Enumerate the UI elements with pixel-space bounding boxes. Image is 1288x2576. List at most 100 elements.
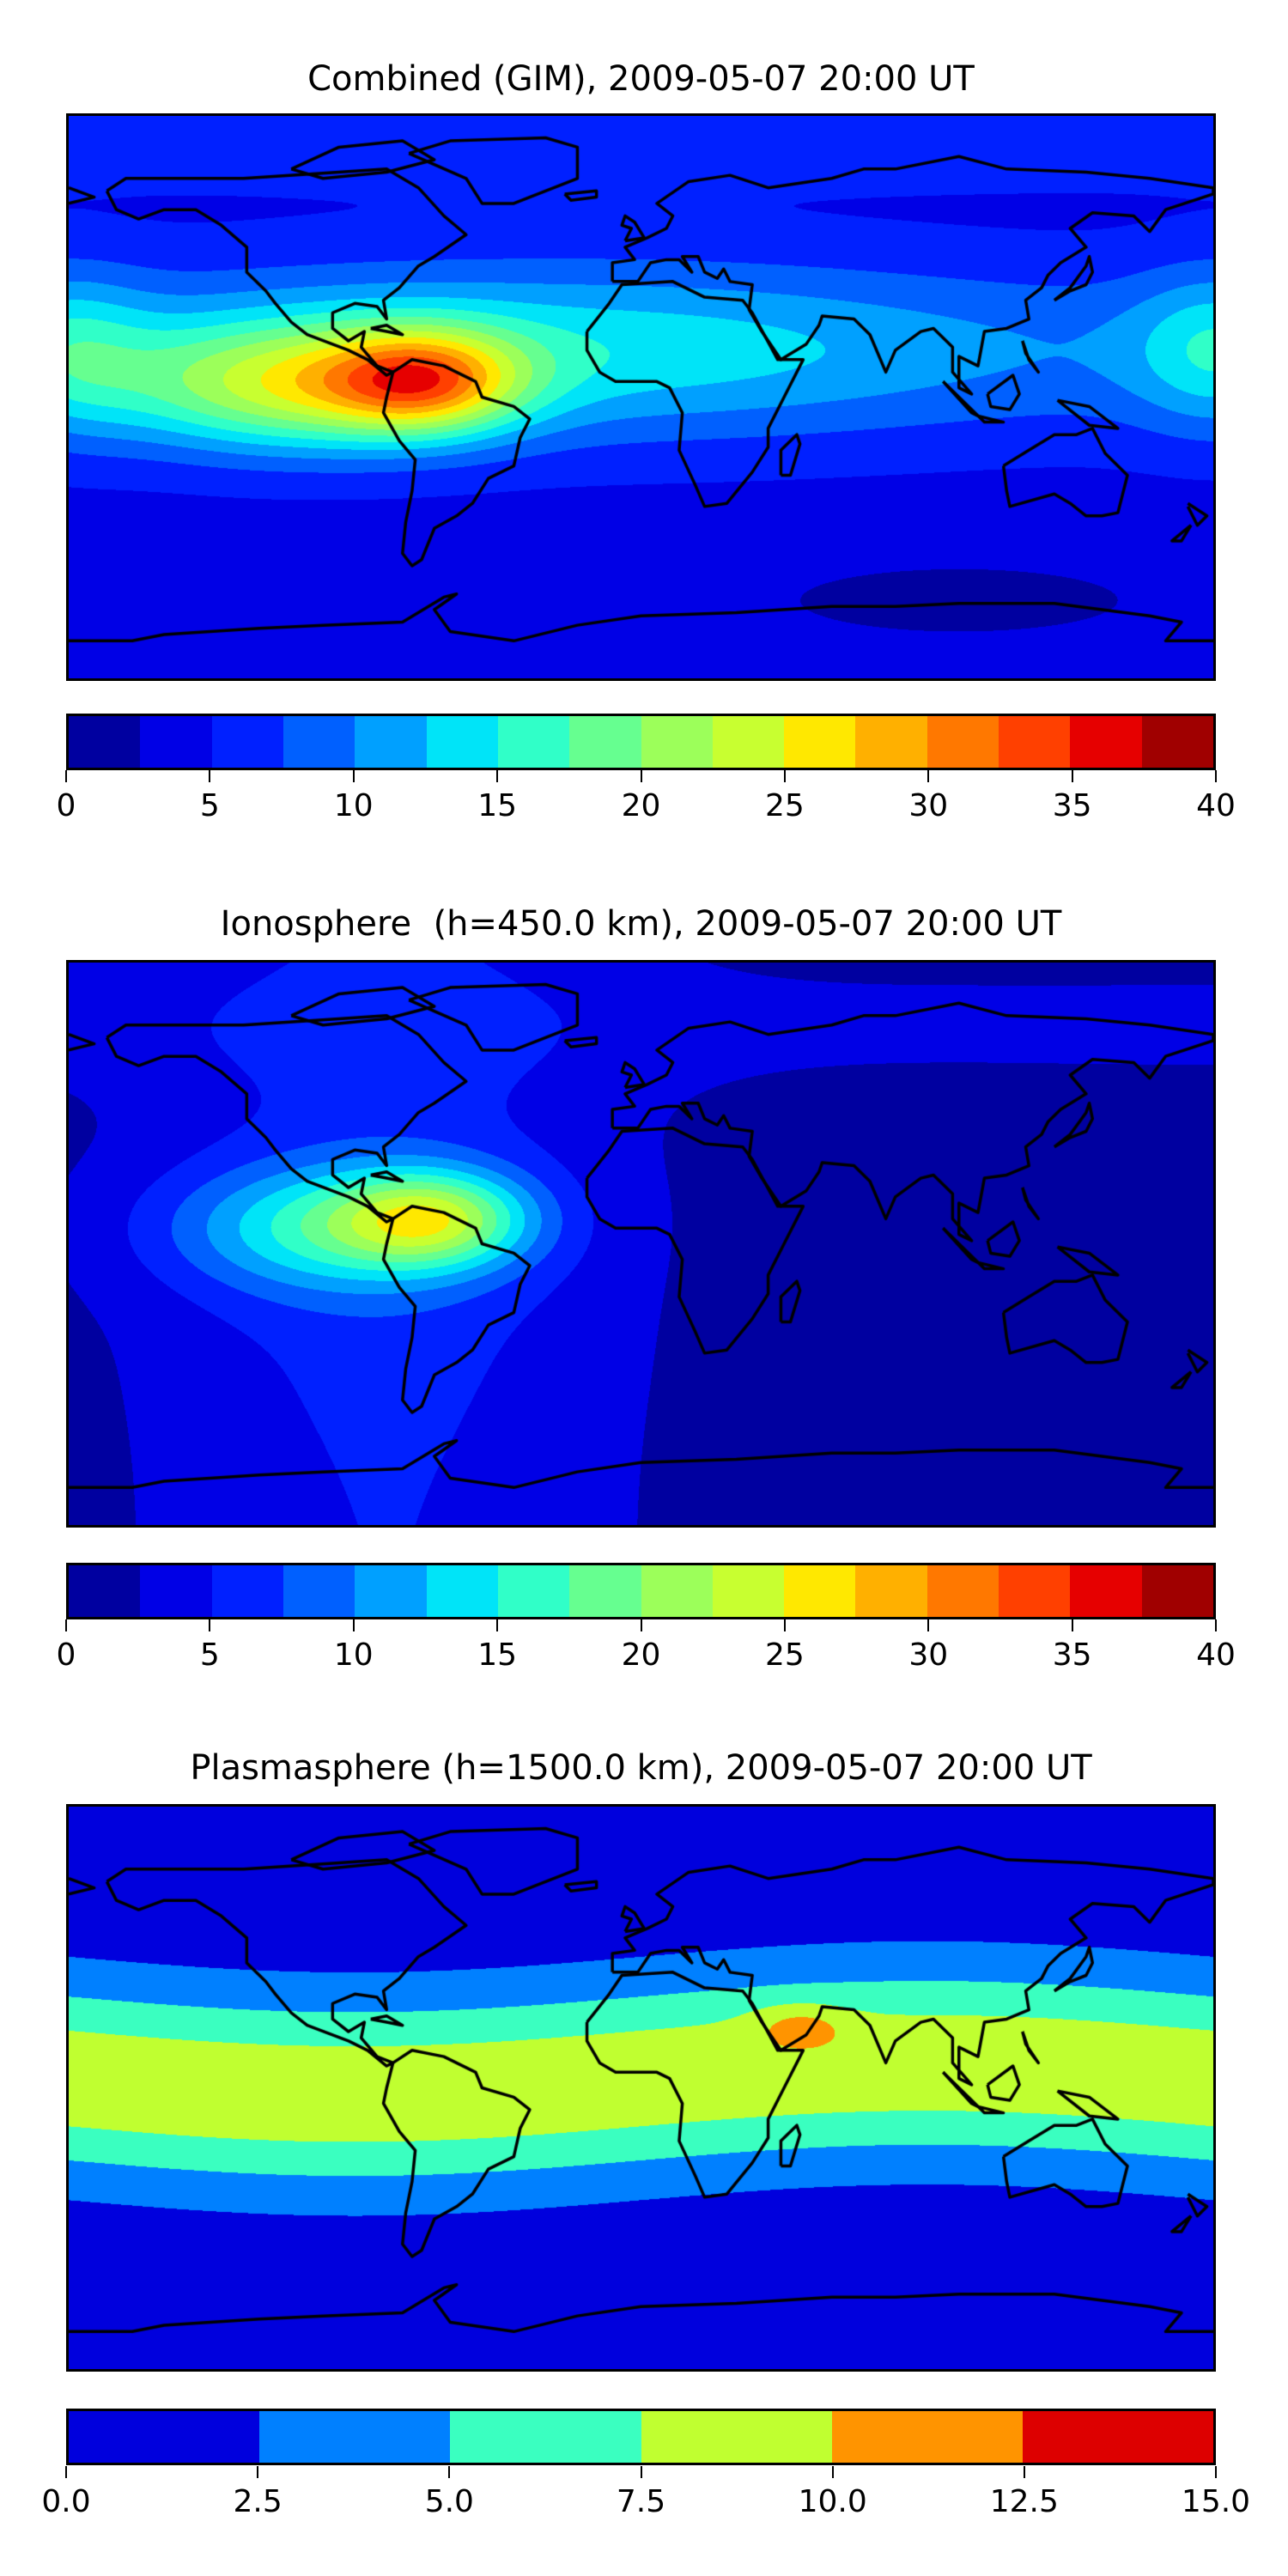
colorbar-tick bbox=[831, 2466, 834, 2478]
colorbar-tick-label: 15.0 bbox=[1181, 2484, 1251, 2519]
colorbar-segment bbox=[569, 1565, 641, 1617]
contour-map-canvas bbox=[69, 963, 1213, 1525]
colorbar-tick bbox=[448, 2466, 451, 2478]
colorbar-tick bbox=[496, 1619, 499, 1631]
colorbar-segment bbox=[641, 2411, 832, 2463]
colorbar-segment bbox=[1070, 1565, 1142, 1617]
colorbar-tick bbox=[1071, 770, 1073, 782]
colorbar-tick bbox=[783, 1619, 786, 1631]
colorbar-segment bbox=[259, 2411, 451, 2463]
colorbar-segment bbox=[497, 716, 570, 768]
map-combined bbox=[66, 113, 1216, 681]
colorbar-tick-label: 20 bbox=[621, 788, 661, 823]
colorbar-segment bbox=[855, 716, 927, 768]
colorbar-segment bbox=[999, 1565, 1071, 1617]
colorbar-tick bbox=[1023, 2466, 1025, 2478]
colorbar-tick bbox=[65, 1619, 67, 1631]
colorbar bbox=[66, 1563, 1216, 1619]
colorbar-segment bbox=[69, 2411, 260, 2463]
colorbar-segment bbox=[1141, 716, 1213, 768]
colorbar-segment bbox=[999, 716, 1071, 768]
colorbar-tick-label: 0 bbox=[56, 1637, 76, 1673]
colorbar-tick bbox=[1215, 1619, 1217, 1631]
colorbar-tick bbox=[209, 770, 211, 782]
colorbar-tick bbox=[1071, 1619, 1073, 1631]
colorbar-tick bbox=[640, 2466, 642, 2478]
colorbar-segment bbox=[784, 1565, 856, 1617]
colorbar-segment bbox=[355, 716, 427, 768]
map-plasmasphere bbox=[66, 1804, 1216, 2372]
colorbar-tick bbox=[496, 770, 499, 782]
colorbar bbox=[66, 714, 1216, 770]
colorbar-tick bbox=[927, 770, 930, 782]
colorbar-tick bbox=[65, 770, 67, 782]
colorbar-segment bbox=[69, 716, 141, 768]
colorbar-tick bbox=[209, 1619, 211, 1631]
colorbar-tick-label: 20 bbox=[621, 1637, 661, 1673]
colorbar-tick-label: 30 bbox=[908, 788, 949, 823]
colorbar-tick-label: 25 bbox=[764, 1637, 805, 1673]
colorbar bbox=[66, 2409, 1216, 2465]
colorbar-segment bbox=[569, 716, 641, 768]
chart-title: Combined (GIM), 2009-05-07 20:00 UT bbox=[307, 59, 975, 99]
contour-map-canvas bbox=[69, 1807, 1213, 2369]
colorbar-tick-label: 10 bbox=[333, 788, 374, 823]
colorbar-tick bbox=[640, 770, 642, 782]
colorbar-tick-label: 15 bbox=[477, 1637, 518, 1673]
colorbar-segment bbox=[283, 716, 355, 768]
colorbar-segment bbox=[712, 716, 785, 768]
colorbar-segment bbox=[426, 716, 498, 768]
colorbar-tick-label: 15 bbox=[477, 788, 518, 823]
colorbar-tick bbox=[352, 1619, 355, 1631]
colorbar-tick bbox=[640, 1619, 642, 1631]
colorbar-tick bbox=[257, 2466, 259, 2478]
colorbar-ticks: 0 5 10 15 20 25 30 35 40 bbox=[57, 770, 1236, 823]
colorbar-segment bbox=[450, 2411, 641, 2463]
colorbar-segment bbox=[927, 716, 999, 768]
colorbar-segment bbox=[140, 1565, 212, 1617]
colorbar-segment bbox=[211, 1565, 283, 1617]
colorbar-segment bbox=[712, 1565, 785, 1617]
colorbar-tick bbox=[1215, 770, 1217, 782]
colorbar-segment bbox=[211, 716, 283, 768]
colorbar-tick-label: 5 bbox=[199, 788, 220, 823]
colorbar-segment bbox=[1022, 2411, 1214, 2463]
colorbar-tick bbox=[783, 770, 786, 782]
colorbar-tick bbox=[927, 1619, 930, 1631]
colorbar-segment bbox=[1070, 716, 1142, 768]
colorbar-segment bbox=[497, 1565, 570, 1617]
chart-title: Plasmasphere (h=1500.0 km), 2009-05-07 2… bbox=[190, 1748, 1092, 1788]
colorbar-tick-label: 0 bbox=[56, 788, 76, 823]
colorbar-tick-label: 40 bbox=[1196, 788, 1236, 823]
colorbar-ticks: 0 5 10 15 20 25 30 35 40 bbox=[57, 1619, 1236, 1673]
colorbar-segment bbox=[641, 1565, 713, 1617]
colorbar-tick-label: 12.5 bbox=[989, 2484, 1059, 2519]
colorbar-segment bbox=[1141, 1565, 1213, 1617]
colorbar-segment bbox=[784, 716, 856, 768]
colorbar-tick bbox=[352, 770, 355, 782]
colorbar-tick bbox=[1215, 2466, 1217, 2478]
colorbar-tick-label: 0.0 bbox=[41, 2484, 91, 2519]
colorbar-tick bbox=[65, 2466, 67, 2478]
colorbar-tick-label: 5.0 bbox=[424, 2484, 474, 2519]
contour-map-canvas bbox=[69, 116, 1213, 678]
colorbar-tick-label: 5 bbox=[199, 1637, 220, 1673]
colorbar-ticks: 0.0 2.5 5.0 7.5 10.0 12.5 15.0 bbox=[41, 2466, 1250, 2519]
colorbar-tick-label: 10 bbox=[333, 1637, 374, 1673]
colorbar-segment bbox=[355, 1565, 427, 1617]
map-ionosphere bbox=[66, 960, 1216, 1528]
colorbar-tick-label: 40 bbox=[1196, 1637, 1236, 1673]
colorbar-segment bbox=[927, 1565, 999, 1617]
chart-title: Ionosphere (h=450.0 km), 2009-05-07 20:0… bbox=[220, 904, 1062, 944]
colorbar-tick-label: 7.5 bbox=[616, 2484, 666, 2519]
colorbar-segment bbox=[283, 1565, 355, 1617]
colorbar-segment bbox=[69, 1565, 141, 1617]
colorbar-segment bbox=[140, 716, 212, 768]
colorbar-tick-label: 35 bbox=[1052, 1637, 1092, 1673]
colorbar-segment bbox=[641, 716, 713, 768]
colorbar-tick-label: 10.0 bbox=[798, 2484, 867, 2519]
colorbar-tick-label: 30 bbox=[908, 1637, 949, 1673]
colorbar-segment bbox=[831, 2411, 1023, 2463]
colorbar-tick-label: 2.5 bbox=[233, 2484, 283, 2519]
colorbar-tick-label: 25 bbox=[764, 788, 805, 823]
